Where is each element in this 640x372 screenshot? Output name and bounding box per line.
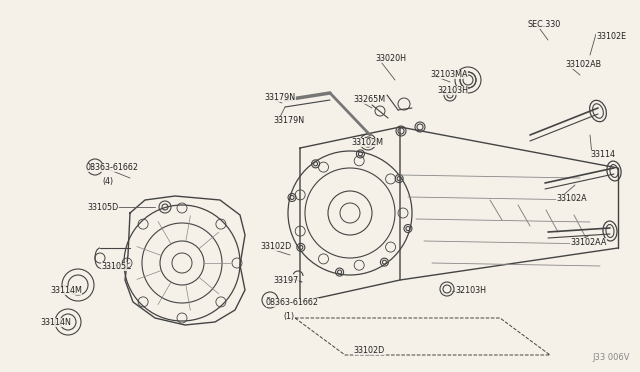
Text: S: S <box>266 297 270 303</box>
Text: 32103H: 32103H <box>455 286 486 295</box>
Text: 33102D: 33102D <box>260 242 291 251</box>
Text: 08363-61662: 08363-61662 <box>266 298 319 307</box>
Text: 33102AA: 33102AA <box>570 238 606 247</box>
Text: (1): (1) <box>283 312 294 321</box>
Text: 33102M: 33102M <box>351 138 383 147</box>
Text: 33265M: 33265M <box>353 95 385 104</box>
Text: 33102AB: 33102AB <box>565 60 601 69</box>
Text: 32103H: 32103H <box>437 86 468 95</box>
Text: 33102E: 33102E <box>596 32 626 41</box>
Text: S: S <box>91 164 95 170</box>
Text: 33102D: 33102D <box>353 346 384 355</box>
Text: 33020H: 33020H <box>375 54 406 63</box>
Text: 33114: 33114 <box>590 150 615 159</box>
Text: 33114M: 33114M <box>50 286 82 295</box>
Text: 33197: 33197 <box>273 276 298 285</box>
Text: 33179N: 33179N <box>264 93 295 102</box>
Text: 33179N: 33179N <box>273 116 304 125</box>
Text: 33102A: 33102A <box>556 194 587 203</box>
Text: 33105: 33105 <box>101 262 126 271</box>
Text: 33105D: 33105D <box>87 203 118 212</box>
Text: SEC.330: SEC.330 <box>528 20 561 29</box>
Text: 08363-61662: 08363-61662 <box>86 163 139 172</box>
Text: J33 006V: J33 006V <box>593 353 630 362</box>
Text: 32103MA: 32103MA <box>430 70 467 79</box>
Text: (4): (4) <box>102 177 113 186</box>
Text: 33114N: 33114N <box>40 318 71 327</box>
